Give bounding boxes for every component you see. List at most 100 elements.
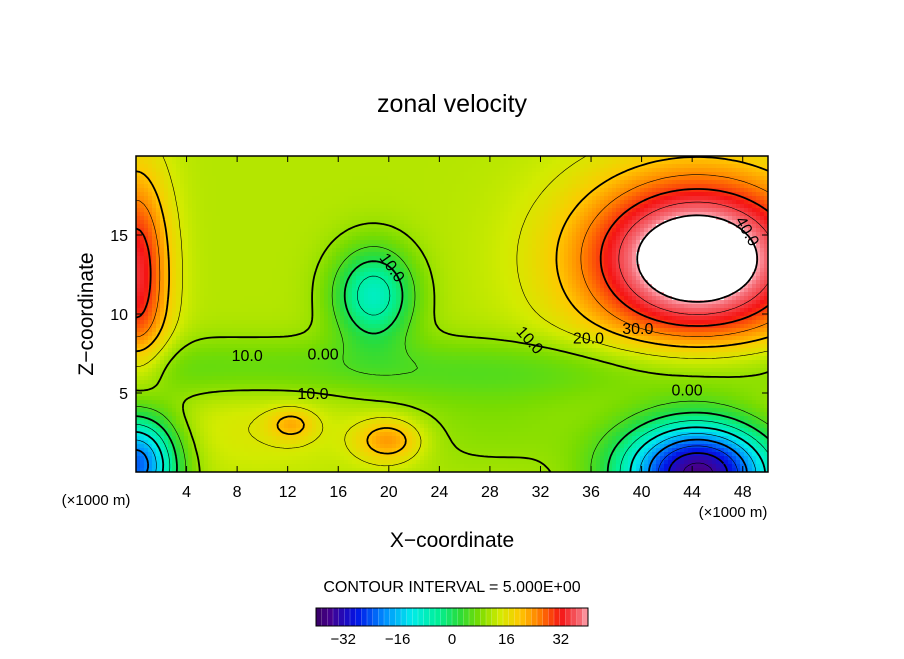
heatmap-cell: [684, 236, 689, 241]
heatmap-cell: [684, 164, 689, 169]
heatmap-cell: [660, 172, 665, 177]
heatmap-cell: [740, 176, 745, 181]
heatmap-cell: [764, 220, 768, 225]
heatmap-cell: [240, 232, 245, 237]
heatmap-cell: [212, 200, 217, 205]
heatmap-cell: [384, 208, 389, 213]
heatmap-cell: [732, 212, 737, 217]
heatmap-cell: [336, 196, 341, 201]
heatmap-cell: [324, 160, 329, 165]
heatmap-cell: [168, 280, 173, 285]
heatmap-cell: [280, 208, 285, 213]
heatmap-cell: [332, 156, 337, 161]
heatmap-cell: [168, 200, 173, 205]
heatmap-cell: [560, 188, 565, 193]
heatmap-cell: [504, 264, 509, 269]
heatmap-cell: [744, 268, 749, 273]
heatmap-cell: [224, 280, 229, 285]
heatmap-cell: [388, 172, 393, 177]
heatmap-cell: [324, 264, 329, 269]
heatmap-cell: [572, 220, 577, 225]
heatmap-cell: [652, 264, 657, 269]
heatmap-cell: [520, 196, 525, 201]
heatmap-cell: [240, 156, 245, 161]
heatmap-cell: [364, 160, 369, 165]
heatmap-cell: [148, 244, 153, 249]
heatmap-cell: [616, 196, 621, 201]
heatmap-cell: [372, 176, 377, 181]
heatmap-field: [136, 156, 768, 472]
heatmap-cell: [448, 200, 453, 205]
heatmap-cell: [368, 220, 373, 225]
heatmap-cell: [200, 172, 205, 177]
heatmap-cell: [692, 164, 697, 169]
heatmap-cell: [536, 180, 541, 185]
heatmap-cell: [656, 240, 661, 245]
heatmap-cell: [608, 196, 613, 201]
heatmap-cell: [204, 200, 209, 205]
heatmap-cell: [540, 216, 545, 221]
heatmap-cell: [540, 256, 545, 261]
heatmap-cell: [160, 224, 165, 229]
heatmap-cell: [572, 232, 577, 237]
heatmap-cell: [232, 272, 237, 277]
heatmap-cell: [300, 168, 305, 173]
heatmap-cell: [184, 204, 189, 209]
heatmap-cell: [244, 256, 249, 261]
heatmap-cell: [692, 180, 697, 185]
heatmap-cell: [632, 196, 637, 201]
heatmap-cell: [596, 248, 601, 253]
heatmap-cell: [736, 196, 741, 201]
heatmap-cell: [576, 212, 581, 217]
heatmap-cell: [628, 208, 633, 213]
heatmap-cell: [276, 216, 281, 221]
heatmap-cell: [324, 228, 329, 233]
heatmap-cell: [672, 220, 677, 225]
heatmap-cell: [732, 200, 737, 205]
heatmap-cell: [364, 196, 369, 201]
heatmap-cell: [560, 240, 565, 245]
heatmap-cell: [588, 168, 593, 173]
heatmap-cell: [360, 200, 365, 205]
heatmap-cell: [476, 244, 481, 249]
heatmap-cell: [244, 156, 249, 161]
heatmap-cell: [680, 240, 685, 245]
heatmap-cell: [552, 252, 557, 257]
heatmap-cell: [312, 228, 317, 233]
heatmap-cell: [472, 252, 477, 257]
heatmap-cell: [668, 240, 673, 245]
heatmap-cell: [244, 184, 249, 189]
heatmap-cell: [256, 156, 261, 161]
heatmap-cell: [216, 236, 221, 241]
heatmap-cell: [292, 276, 297, 281]
heatmap-cell: [144, 156, 149, 161]
heatmap-cell: [296, 236, 301, 241]
heatmap-cell: [672, 180, 677, 185]
heatmap-cell: [212, 256, 217, 261]
heatmap-cell: [552, 160, 557, 165]
heatmap-cell: [536, 204, 541, 209]
heatmap-cell: [236, 272, 241, 277]
heatmap-cell: [712, 200, 717, 205]
heatmap-cell: [368, 188, 373, 193]
heatmap-cell: [500, 272, 505, 277]
heatmap-cell: [368, 268, 373, 273]
heatmap-cell: [512, 248, 517, 253]
heatmap-cell: [424, 272, 429, 277]
heatmap-cell: [220, 220, 225, 225]
heatmap-cell: [504, 176, 509, 181]
heatmap-cell: [600, 276, 605, 281]
heatmap-cell: [376, 244, 381, 249]
heatmap-cell: [584, 184, 589, 189]
heatmap-cell: [144, 164, 149, 169]
heatmap-cell: [272, 188, 277, 193]
heatmap-cell: [660, 260, 665, 265]
heatmap-cell: [392, 176, 397, 181]
heatmap-cell: [420, 268, 425, 273]
heatmap-cell: [172, 196, 177, 201]
heatmap-cell: [504, 188, 509, 193]
heatmap-cell: [428, 172, 433, 177]
heatmap-cell: [228, 240, 233, 245]
heatmap-cell: [528, 164, 533, 169]
heatmap-cell: [648, 272, 653, 277]
